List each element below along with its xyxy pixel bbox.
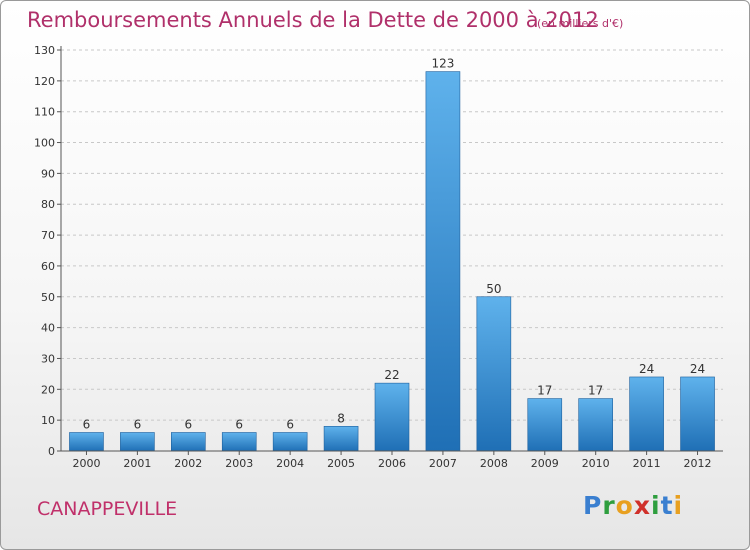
x-tick-label-2007: 2007 [429, 457, 457, 470]
y-tick-label: 110 [34, 106, 55, 119]
bar-2003 [221, 432, 257, 452]
commune-name: CANAPPEVILLE [37, 498, 178, 520]
x-tick-label-2004: 2004 [276, 457, 304, 470]
logo-letter: r [602, 491, 616, 520]
bar-2008 [476, 296, 512, 452]
y-tick-label: 40 [41, 322, 55, 335]
bar-2009 [527, 398, 563, 452]
y-tick-label: 120 [34, 75, 55, 88]
bar-2012 [680, 376, 715, 452]
x-tick-label-2003: 2003 [225, 457, 253, 470]
bar-2004 [272, 432, 308, 452]
y-tick-label: 30 [41, 352, 55, 365]
bar-2007 [425, 71, 461, 452]
proxiti-logo: Proxiti [583, 491, 683, 520]
chart-title: Remboursements Annuels de la Dette de 20… [27, 8, 599, 32]
x-tick-label-2001: 2001 [123, 457, 151, 470]
y-tick-label: 50 [41, 291, 55, 304]
y-tick-label: 130 [34, 44, 55, 57]
x-tick-label-2012: 2012 [684, 457, 712, 470]
x-tick-label-2005: 2005 [327, 457, 355, 470]
value-label-2010: 17 [588, 384, 603, 398]
bar-2006 [374, 382, 410, 452]
value-label-2009: 17 [537, 384, 552, 398]
x-tick-label-2006: 2006 [378, 457, 406, 470]
logo-letter: i [673, 491, 684, 520]
bar-2002 [171, 432, 206, 452]
value-label-2012: 24 [690, 362, 705, 376]
y-tick-label: 60 [41, 260, 55, 273]
value-label-2003: 6 [235, 417, 243, 431]
value-label-2004: 6 [286, 417, 294, 431]
logo-letter: i [651, 491, 661, 520]
bar-2011 [629, 376, 664, 452]
value-label-2011: 24 [639, 362, 654, 376]
value-label-2007: 123 [431, 57, 454, 71]
value-label-2005: 8 [337, 411, 345, 425]
x-tick-label-2009: 2009 [531, 457, 559, 470]
value-label-2001: 6 [134, 417, 142, 431]
logo-letter: x [633, 491, 651, 520]
y-tick-label: 90 [41, 167, 55, 180]
value-label-2000: 6 [83, 417, 91, 431]
x-tick-label-2010: 2010 [582, 457, 610, 470]
y-tick-label: 10 [41, 414, 55, 427]
y-tick-label: 100 [34, 137, 55, 150]
y-tick-label: 20 [41, 383, 55, 396]
bar-2005 [323, 426, 359, 452]
value-label-2006: 22 [384, 368, 399, 382]
value-label-2002: 6 [184, 417, 192, 431]
bar-2001 [120, 432, 155, 452]
value-label-2008: 50 [486, 282, 501, 296]
y-tick-label: 80 [41, 198, 55, 211]
y-tick-label: 70 [41, 229, 55, 242]
chart-unit: (en milliers d'€) [537, 17, 624, 30]
logo-letter: P [583, 491, 603, 520]
x-tick-label-2008: 2008 [480, 457, 508, 470]
bar-2010 [578, 398, 613, 452]
x-tick-label-2002: 2002 [174, 457, 202, 470]
logo-letter: t [660, 491, 674, 520]
logo-letter: o [615, 491, 634, 520]
x-tick-label-2000: 2000 [72, 457, 100, 470]
bar-2000 [69, 432, 104, 452]
y-tick-label: 0 [48, 445, 55, 458]
x-tick-label-2011: 2011 [633, 457, 661, 470]
